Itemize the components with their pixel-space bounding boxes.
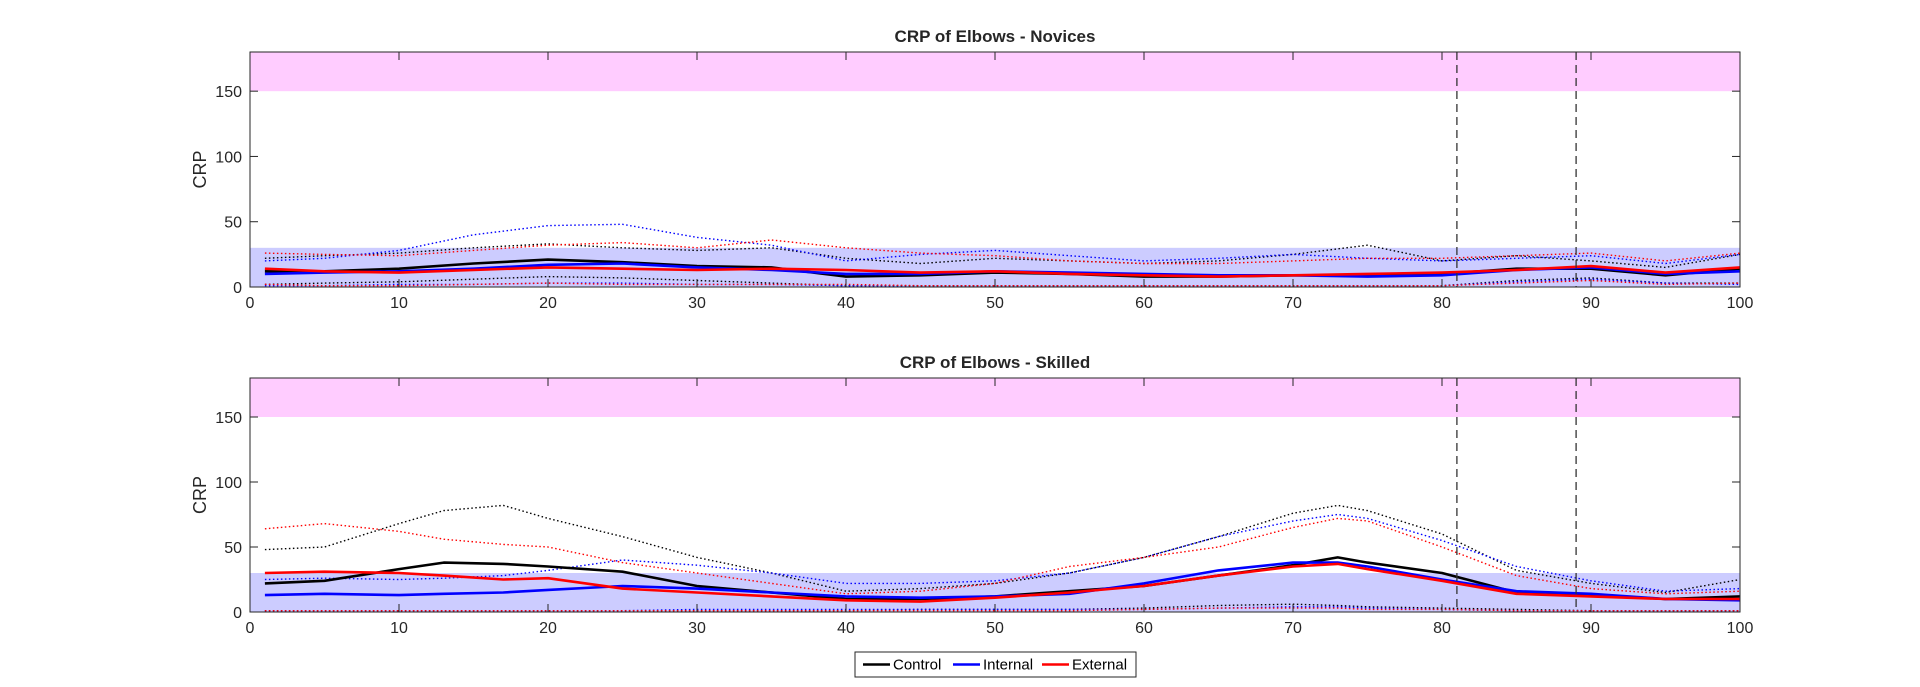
y-tick-label: 0 xyxy=(233,280,242,297)
legend: Control Internal External xyxy=(854,651,1137,678)
x-tick-label: 70 xyxy=(1284,620,1302,637)
x-tick-label: 0 xyxy=(246,620,255,637)
chart-2: 0 10 20 30 40 50 60 70 80 90 100 0 50 100 150 CRP of El… xyxy=(190,353,1753,637)
series-band-8-line xyxy=(264,517,1741,595)
x-tick-label: 60 xyxy=(1135,620,1153,637)
x-tick-label: 100 xyxy=(1727,295,1754,312)
y-tick-label: 50 xyxy=(224,215,242,232)
legend-box xyxy=(854,651,1137,678)
legend-label-internal: Internal xyxy=(983,657,1033,674)
y-tick-label: 150 xyxy=(215,84,242,101)
legend-label-external: External xyxy=(1072,657,1127,674)
y-tick-label: 50 xyxy=(224,540,242,557)
x-tick-label: 20 xyxy=(539,295,557,312)
series-band-6-line xyxy=(264,223,1741,265)
y-tick-label: 100 xyxy=(215,149,242,166)
series-band-9-line xyxy=(264,279,1741,287)
chart-title: CRP of Elbows - Novices xyxy=(895,27,1096,46)
x-tick-label: 40 xyxy=(837,620,855,637)
series-band-4-line xyxy=(264,504,1741,594)
x-tick-label: 40 xyxy=(837,295,855,312)
x-tick-label: 20 xyxy=(539,620,557,637)
y-axis-label: CRP xyxy=(190,476,210,514)
legend-label-control: Control xyxy=(893,657,941,674)
x-tick-label: 100 xyxy=(1727,620,1754,637)
x-tick-label: 70 xyxy=(1284,295,1302,312)
x-tick-label: 50 xyxy=(986,295,1004,312)
chart-title: CRP of Elbows - Skilled xyxy=(900,353,1091,372)
x-tick-label: 10 xyxy=(390,620,408,637)
x-tick-label: 90 xyxy=(1582,620,1600,637)
x-tick-label: 0 xyxy=(246,295,255,312)
chart-1: 0 10 20 30 40 50 60 70 80 90 100 0 50 100 150 CRP of El… xyxy=(190,27,1753,312)
x-tick-label: 80 xyxy=(1433,295,1451,312)
series-external-line xyxy=(264,562,1740,603)
x-tick-label: 10 xyxy=(390,295,408,312)
x-tick-label: 50 xyxy=(986,620,1004,637)
x-tick-label: 80 xyxy=(1433,620,1451,637)
y-tick-label: 150 xyxy=(215,410,242,427)
y-tick-label: 0 xyxy=(233,605,242,622)
y-tick-label: 100 xyxy=(215,475,242,492)
series-band-8-line xyxy=(264,239,1741,265)
series-band-6-line xyxy=(264,513,1741,592)
y-axis-label: CRP xyxy=(190,150,210,188)
x-tick-label: 60 xyxy=(1135,295,1153,312)
series-external-line xyxy=(264,264,1741,278)
x-tick-label: 90 xyxy=(1582,295,1600,312)
x-tick-label: 30 xyxy=(688,620,706,637)
x-tick-label: 30 xyxy=(688,295,706,312)
